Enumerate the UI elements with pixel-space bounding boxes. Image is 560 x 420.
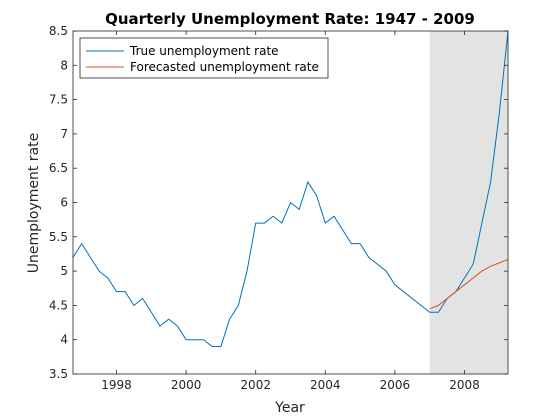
forecast-shaded-region (429, 31, 508, 374)
x-tick-label: 2008 (449, 378, 480, 392)
y-axis-label: Unemployment rate (26, 133, 42, 274)
y-tick-label: 4.5 (49, 298, 68, 312)
x-axis-label: Year (274, 400, 305, 416)
y-tick-label: 8.5 (49, 24, 68, 38)
y-tick-label: 8 (60, 58, 68, 72)
series-line-0 (72, 30, 509, 348)
x-tick-label: 2000 (171, 378, 202, 392)
x-tick-label: 2006 (380, 378, 411, 392)
y-tick-label: 7.5 (49, 93, 68, 107)
y-tick-label: 5.5 (49, 230, 68, 244)
series-line-1 (429, 258, 509, 310)
legend-label-1: Forecasted unemployment rate (130, 60, 319, 74)
y-tick-label: 5 (60, 264, 68, 278)
chart-title: Quarterly Unemployment Rate: 1947 - 2009 (105, 10, 475, 28)
y-tick-label: 6.5 (49, 161, 68, 175)
y-tick-label: 6 (60, 196, 68, 210)
y-tick-label: 4 (60, 333, 68, 347)
y-tick-label: 7 (60, 127, 68, 141)
x-tick-label: 2004 (310, 378, 341, 392)
legend-box (79, 37, 329, 79)
legend-label-0: True unemployment rate (129, 44, 279, 58)
x-tick-label: 2002 (240, 378, 271, 392)
x-tick-label: 1998 (101, 378, 132, 392)
plot-area: 1998 2000 2002 2004 2006 2008 3.5 4 4.5 5 5.5 6 6.5 7… (49, 24, 509, 392)
y-tick-label: 3.5 (49, 367, 68, 381)
